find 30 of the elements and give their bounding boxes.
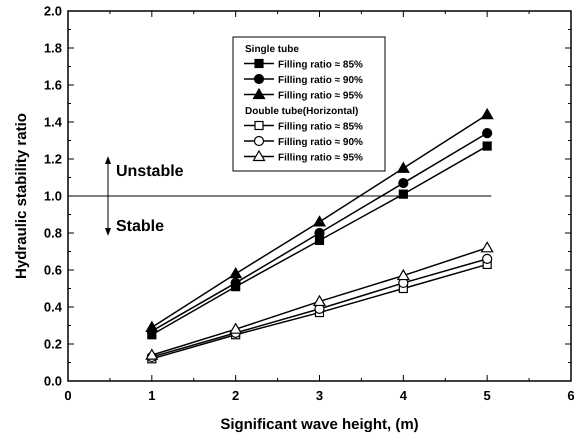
y-tick-label: 0.2	[44, 336, 62, 352]
y-tick-label: 0.0	[44, 374, 62, 388]
x-tick-label: 1	[148, 388, 156, 403]
x-tick-label: 0	[64, 388, 72, 403]
y-tick-label: 2.0	[44, 4, 62, 18]
x-tick-label: 6	[567, 388, 575, 403]
legend-label: Filling ratio ≈ 90%	[278, 137, 364, 148]
y-tick-label: 1.8	[44, 40, 62, 56]
annotation: Unstable	[116, 163, 184, 180]
annotation: Double tube(Horizontal)	[245, 106, 358, 117]
legend-label: Filling ratio ≈ 95%	[278, 152, 364, 164]
y-tick-label: 0.4	[44, 300, 63, 314]
annotation: Stable	[116, 218, 164, 235]
legend-label: Filling ratio ≈ 90%	[278, 75, 364, 86]
y-tick-label: 0.6	[44, 262, 62, 278]
y-tick-label: 1.0	[44, 188, 62, 204]
x-axis-title: Significant wave height, (m)	[220, 416, 419, 433]
legend-label: Filling ratio ≈ 85%	[278, 122, 364, 132]
y-tick-label: 1.4	[44, 114, 63, 130]
y-tick-label: 1.6	[44, 78, 62, 92]
y-tick-label: 0.8	[44, 226, 62, 240]
legend-label: Filling ratio ≈ 85%	[278, 60, 364, 70]
x-tick-label: 4	[400, 388, 408, 403]
y-tick-label: 1.2	[44, 152, 62, 166]
annotation: Single tube	[245, 44, 300, 55]
legend-label: Filling ratio ≈ 95%	[278, 90, 364, 102]
x-tick-label: 5	[484, 388, 491, 403]
x-tick-label: 3	[316, 388, 324, 403]
y-axis-title: Hydraulic stability ratio	[13, 113, 30, 279]
x-tick-label: 2	[232, 388, 240, 403]
